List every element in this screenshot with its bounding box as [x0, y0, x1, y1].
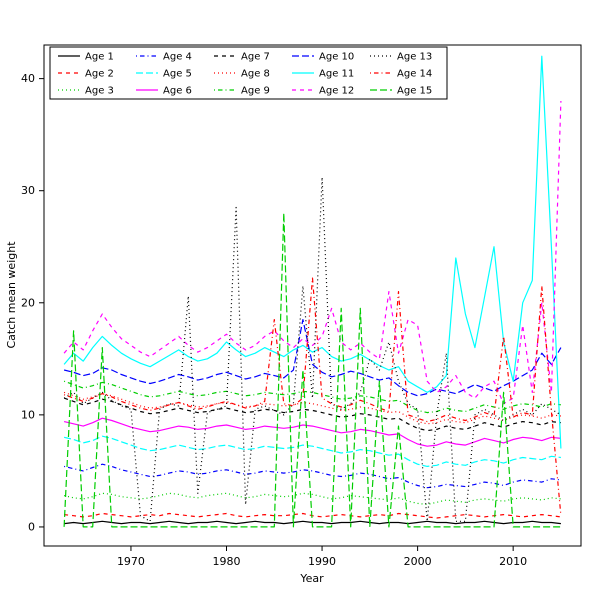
legend-label-age-3: Age 3 [85, 86, 114, 97]
legend-label-age-5: Age 5 [163, 69, 192, 80]
legend-label-age-7: Age 7 [241, 52, 270, 63]
series-line-age-11 [63, 55, 562, 449]
legend-label-age-8: Age 8 [241, 69, 270, 80]
legend-label-age-2: Age 2 [85, 69, 114, 80]
x-tick-label: 2000 [404, 555, 432, 568]
series-line-age-5 [63, 435, 561, 467]
legend-label-age-10: Age 10 [319, 52, 354, 63]
legend-label-age-15: Age 15 [397, 86, 432, 97]
series-line-age-10 [63, 319, 562, 397]
series-line-age-15 [63, 212, 561, 528]
series-line-age-13 [63, 176, 562, 522]
y-tick-label: 30 [21, 184, 35, 197]
series-line-age-6 [63, 417, 561, 447]
y-tick-label: 40 [21, 72, 35, 85]
series-line-age-3 [63, 492, 561, 506]
series-line-age-2 [64, 512, 561, 519]
series-line-age-12 [63, 100, 562, 405]
legend-label-age-13: Age 13 [397, 52, 432, 63]
series-line-age-14 [63, 277, 562, 516]
legend-label-age-1: Age 1 [85, 52, 114, 63]
series-line-age-4 [63, 463, 561, 489]
chart-layers: 1970 1980 1990 2000 2010 0 10 20 30 40 Age 1 Age 2 A… [21, 44, 582, 568]
x-tick-label: 1980 [213, 555, 241, 568]
x-tick-label: 1990 [308, 555, 336, 568]
y-tick-label: 10 [21, 408, 35, 421]
legend-label-age-4: Age 4 [163, 52, 192, 63]
legend-label-age-6: Age 6 [163, 86, 192, 97]
y-tick-label: 0 [28, 520, 35, 533]
x-tick-label: 1970 [117, 555, 145, 568]
y-tick-label: 20 [21, 296, 35, 309]
series-line-age-9 [63, 380, 561, 414]
plot-box [43, 44, 582, 547]
y-axis-label: Catch mean weight [5, 241, 18, 349]
series-line-age-7 [63, 397, 561, 432]
legend-label-age-12: Age 12 [319, 86, 354, 97]
legend-label-age-14: Age 14 [397, 69, 432, 80]
legend-label-age-9: Age 9 [241, 86, 270, 97]
legend-label-age-11: Age 11 [319, 69, 354, 80]
x-tick-label: 2010 [499, 555, 527, 568]
x-axis-label: Year [299, 572, 324, 585]
series-line-age-8 [63, 391, 561, 425]
